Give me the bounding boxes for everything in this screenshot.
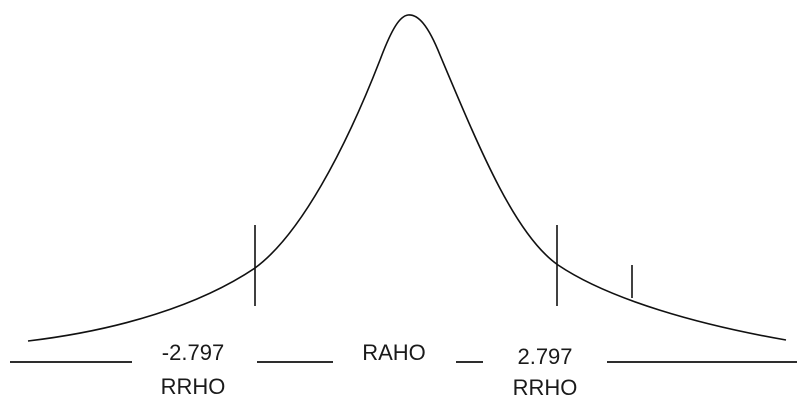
bell-curve	[27, 14, 787, 342]
center-region-label: RAHO	[362, 340, 426, 365]
left-critical-value: -2.797	[162, 340, 224, 365]
right-region-label: RRHO	[513, 375, 578, 397]
right-critical-value: 2.797	[517, 344, 572, 369]
left-region-label: RRHO	[161, 374, 226, 397]
